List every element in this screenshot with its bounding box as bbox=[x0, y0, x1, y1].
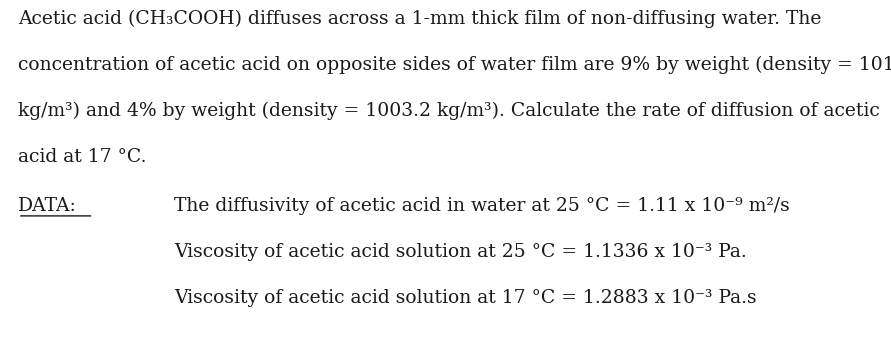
Text: Viscosity of acetic acid solution at 25 °C = 1.1336 x 10⁻³ Pa.: Viscosity of acetic acid solution at 25 … bbox=[174, 243, 747, 261]
Text: The diffusivity of acetic acid in water at 25 °C = 1.11 x 10⁻⁹ m²/s: The diffusivity of acetic acid in water … bbox=[174, 197, 789, 215]
Text: concentration of acetic acid on opposite sides of water film are 9% by weight (d: concentration of acetic acid on opposite… bbox=[18, 56, 891, 74]
Text: Acetic acid (CH₃COOH) diffuses across a 1-mm thick film of non-diffusing water. : Acetic acid (CH₃COOH) diffuses across a … bbox=[18, 10, 822, 29]
Text: acid at 17 °C.: acid at 17 °C. bbox=[18, 148, 146, 166]
Text: DATA:: DATA: bbox=[18, 197, 77, 215]
Text: Viscosity of acetic acid solution at 17 °C = 1.2883 x 10⁻³ Pa.s: Viscosity of acetic acid solution at 17 … bbox=[174, 289, 756, 307]
Text: kg/m³) and 4% by weight (density = 1003.2 kg/m³). Calculate the rate of diffusio: kg/m³) and 4% by weight (density = 1003.… bbox=[18, 102, 879, 120]
